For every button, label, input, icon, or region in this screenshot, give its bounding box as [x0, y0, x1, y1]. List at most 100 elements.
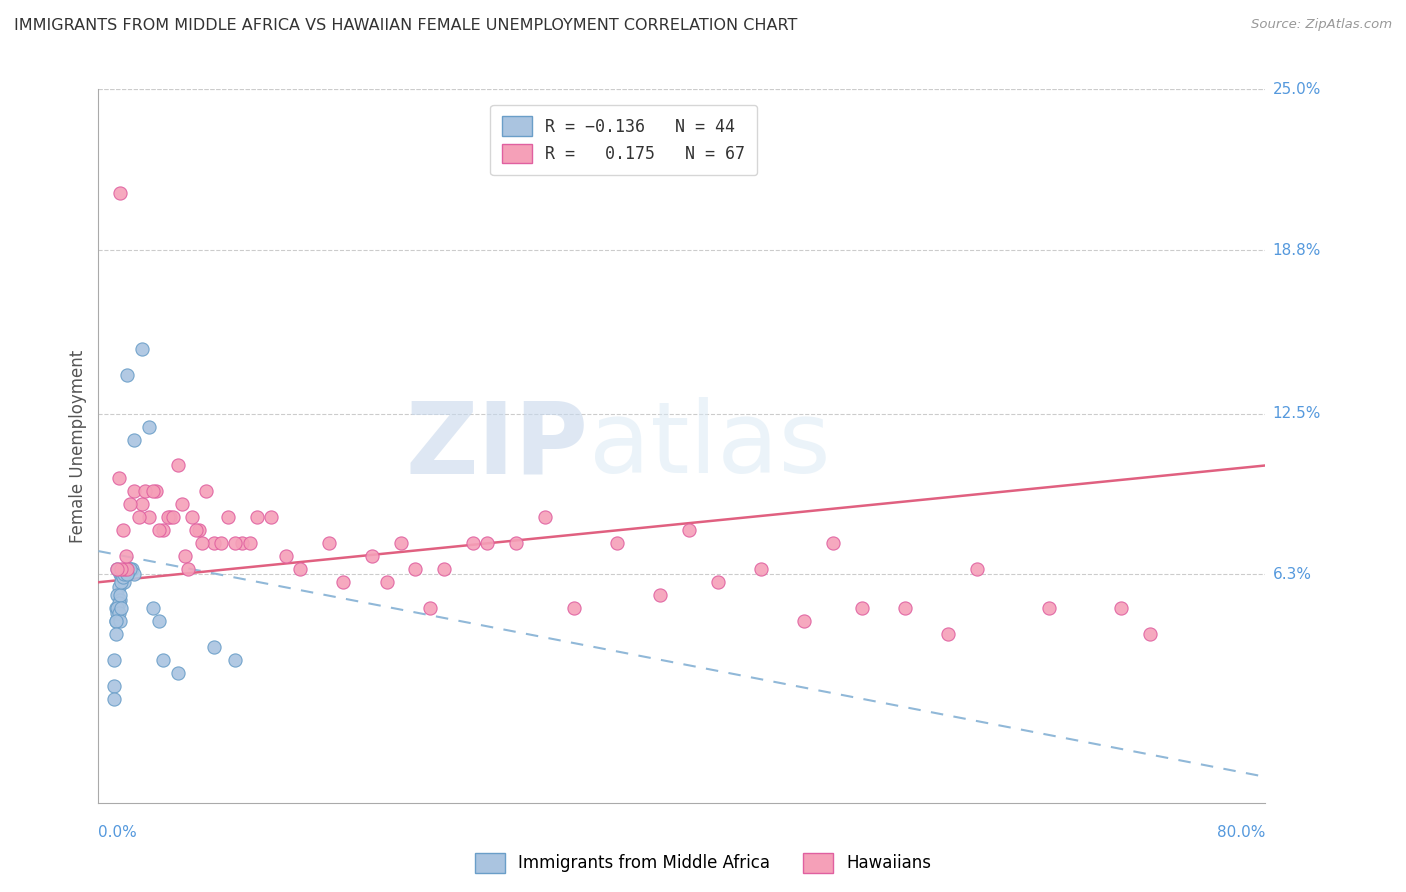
Point [505, 536, 527, 550]
Point [170, 497, 193, 511]
Point [389, 536, 412, 550]
Point [115, 368, 138, 382]
Point [375, 575, 398, 590]
Point [112, 567, 135, 582]
Point [120, 562, 142, 576]
Point [177, 562, 200, 576]
Point [433, 562, 456, 576]
Point [103, 653, 125, 667]
Point [477, 536, 499, 550]
Point [104, 627, 127, 641]
Point [107, 581, 129, 595]
Point [148, 524, 170, 538]
Point [111, 567, 134, 582]
Text: 6.3%: 6.3% [1272, 567, 1312, 582]
Point [217, 510, 239, 524]
Point [419, 601, 441, 615]
Point [209, 536, 232, 550]
Y-axis label: Female Unemployment: Female Unemployment [69, 350, 87, 542]
Text: 18.8%: 18.8% [1272, 243, 1320, 258]
Point [105, 562, 128, 576]
Point [562, 601, 585, 615]
Point [1111, 601, 1133, 615]
Point [894, 601, 917, 615]
Point [120, 497, 142, 511]
Point [707, 575, 730, 590]
Point [224, 653, 246, 667]
Point [104, 601, 127, 615]
Point [173, 549, 195, 564]
Point [145, 484, 167, 499]
Point [793, 614, 815, 628]
Point [606, 536, 628, 550]
Point [823, 536, 845, 550]
Point [124, 433, 146, 447]
Point [181, 510, 204, 524]
Legend: Immigrants from Middle Africa, Hawaiians: Immigrants from Middle Africa, Hawaiians [468, 847, 938, 880]
Point [138, 419, 160, 434]
Point [202, 640, 225, 654]
Point [1038, 601, 1060, 615]
Point [105, 607, 128, 621]
Point [112, 575, 135, 590]
Point [152, 653, 174, 667]
Point [148, 614, 170, 628]
Point [121, 562, 143, 576]
Point [110, 562, 132, 576]
Text: 0.0%: 0.0% [98, 825, 138, 840]
Point [166, 666, 188, 681]
Point [159, 510, 181, 524]
Text: 12.5%: 12.5% [1272, 406, 1320, 421]
Point [107, 471, 129, 485]
Point [749, 562, 772, 576]
Point [104, 614, 127, 628]
Text: atlas: atlas [589, 398, 830, 494]
Point [142, 601, 165, 615]
Text: ZIP: ZIP [406, 398, 589, 494]
Point [188, 524, 211, 538]
Point [105, 562, 128, 576]
Point [111, 524, 134, 538]
Point [120, 562, 142, 576]
Text: IMMIGRANTS FROM MIDDLE AFRICA VS HAWAIIAN FEMALE UNEMPLOYMENT CORRELATION CHART: IMMIGRANTS FROM MIDDLE AFRICA VS HAWAIIA… [14, 18, 797, 33]
Point [128, 510, 150, 524]
Point [115, 562, 138, 576]
Point [107, 596, 129, 610]
Point [224, 536, 246, 550]
Point [108, 593, 131, 607]
Point [938, 627, 960, 641]
Point [105, 601, 128, 615]
Point [114, 562, 136, 576]
Point [1139, 627, 1161, 641]
Point [332, 575, 354, 590]
Point [134, 484, 156, 499]
Point [195, 484, 218, 499]
Point [103, 679, 125, 693]
Point [110, 601, 132, 615]
Point [231, 536, 253, 550]
Point [111, 570, 134, 584]
Point [461, 536, 484, 550]
Point [191, 536, 214, 550]
Point [534, 510, 557, 524]
Point [678, 524, 700, 538]
Point [114, 549, 136, 564]
Point [152, 524, 174, 538]
Point [239, 536, 262, 550]
Point [110, 567, 132, 582]
Point [108, 588, 131, 602]
Point [166, 458, 188, 473]
Point [108, 614, 131, 628]
Point [104, 614, 127, 628]
Point [105, 588, 128, 602]
Point [138, 510, 160, 524]
Point [108, 567, 131, 582]
Point [246, 510, 269, 524]
Point [156, 510, 179, 524]
Text: 80.0%: 80.0% [1218, 825, 1265, 840]
Point [110, 575, 132, 590]
Point [966, 562, 988, 576]
Text: Source: ZipAtlas.com: Source: ZipAtlas.com [1251, 18, 1392, 31]
Point [124, 567, 146, 582]
Point [107, 607, 129, 621]
